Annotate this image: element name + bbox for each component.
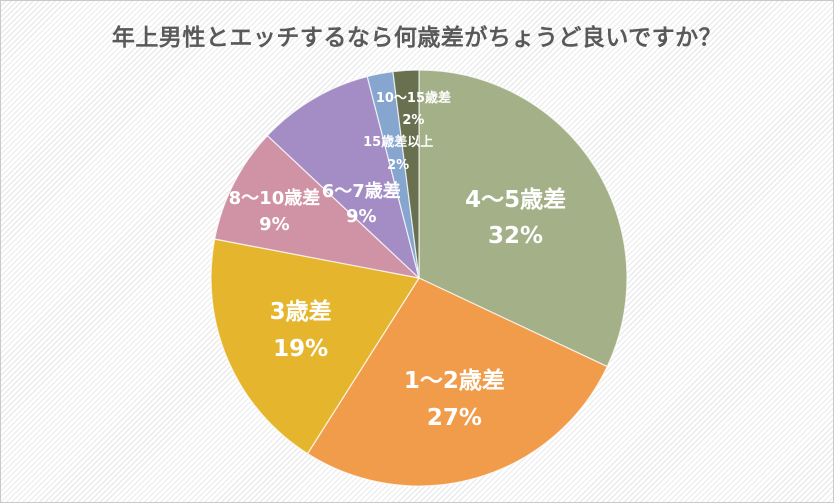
pie-slice — [392, 69, 420, 279]
pie-slice — [214, 135, 420, 279]
pie-slice — [266, 75, 420, 279]
chart-title: 年上男性とエッチするなら何歳差がちょうど良いですか？ — [111, 25, 723, 51]
pie-slice — [210, 238, 420, 455]
pie-slice — [306, 277, 608, 487]
pie-slice — [418, 69, 628, 368]
